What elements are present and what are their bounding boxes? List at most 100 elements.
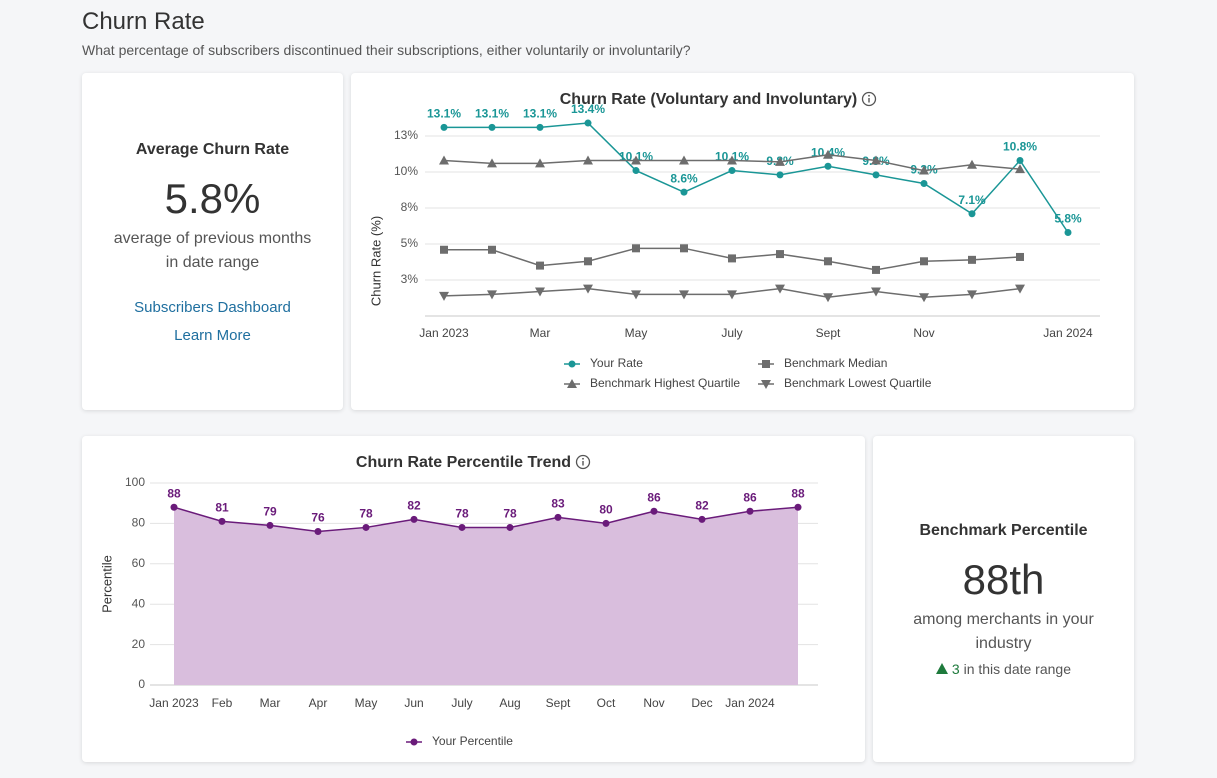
data-label: 13.1% [427, 107, 461, 121]
marker [439, 155, 449, 165]
x-tick-label: Jan 2023 [419, 326, 469, 340]
y-axis-label: Percentile [99, 555, 114, 613]
chart-card: 0 20 40 60 80 100 Percentile Jan 2023 Feb Mar Apr M… [82, 436, 865, 762]
marker [967, 290, 977, 300]
data-label: 13.4% [571, 102, 605, 116]
marker [488, 245, 496, 254]
info-icon[interactable] [575, 454, 591, 470]
marker [967, 159, 977, 169]
x-tick-label: Jan 2023 [149, 696, 199, 710]
marker [218, 517, 226, 525]
data-label: 81 [215, 501, 229, 515]
y-tick-label: 100 [125, 475, 145, 489]
legend-marker [410, 738, 418, 746]
data-label: 5.8% [1054, 212, 1082, 226]
change-row: 3 in this date range [873, 661, 1134, 677]
data-label: 76 [311, 511, 325, 525]
x-tick-label: July [451, 696, 472, 710]
data-label: 13.1% [475, 107, 509, 121]
card-caption: average of previous months in date range [113, 230, 312, 271]
x-tick-label: Nov [913, 326, 934, 340]
data-label: 79 [263, 505, 277, 519]
link[interactable]: Subscribers Dashboard [134, 299, 291, 316]
marker [775, 156, 785, 166]
legend-marker [761, 380, 771, 389]
marker [727, 290, 737, 300]
marker [584, 257, 592, 266]
y-tick-label: 0 [138, 677, 145, 691]
marker [679, 155, 689, 165]
x-tick-label: July [721, 326, 742, 340]
marker [440, 123, 448, 131]
marker [872, 171, 880, 179]
data-label: 88 [791, 486, 805, 500]
x-tick-label: Oct [597, 696, 616, 710]
y-tick-label: 13% [394, 128, 418, 142]
marker [680, 188, 688, 196]
marker [679, 290, 689, 300]
y-tick-label: 60 [132, 556, 146, 570]
data-label: 80 [599, 503, 613, 517]
marker [536, 123, 544, 131]
marker [871, 155, 881, 165]
line [444, 122, 1069, 233]
marker [535, 158, 545, 168]
marker [920, 257, 928, 266]
marker [650, 507, 658, 515]
marker [554, 513, 562, 521]
data-label: 10.8% [1003, 140, 1037, 154]
x-tick-label: Jan 2024 [1043, 326, 1093, 340]
x-tick-label: Nov [643, 696, 664, 710]
data-label: 78 [503, 507, 517, 521]
data-label: 78 [455, 507, 469, 521]
legend-label: Benchmark Highest Quartile [590, 376, 740, 390]
marker [487, 290, 497, 300]
x-tick-label: Mar [530, 326, 551, 340]
marker [1015, 284, 1025, 294]
change-text: in this date range [963, 661, 1071, 677]
data-label: 83 [551, 497, 565, 511]
big-value: 88th [962, 556, 1045, 603]
page-title: Churn Rate [82, 8, 205, 35]
legend-label: Your Rate [590, 356, 643, 370]
percentile-card: Benchmark Percentile 88th among merchant… [873, 436, 1134, 762]
y-tick-label: 3% [401, 272, 419, 286]
legend-marker [568, 360, 576, 368]
x-tick-label: May [625, 326, 648, 340]
card-title: Benchmark Percentile [919, 522, 1088, 539]
link[interactable]: Learn More [174, 327, 251, 344]
marker [266, 521, 274, 529]
y-tick-label: 5% [401, 236, 419, 250]
data-label: 82 [695, 499, 709, 513]
data-label: 82 [407, 499, 421, 513]
legend-label: Benchmark Median [784, 356, 887, 370]
marker [776, 250, 784, 259]
marker [746, 507, 754, 515]
marker [632, 244, 640, 253]
data-label: 86 [743, 490, 757, 504]
info-icon[interactable] [861, 91, 877, 107]
chart: 3% 5% 8% 10% 13% Churn Rate (%) Jan 2023 Mar May… [368, 102, 1100, 390]
x-tick-label: Jan 2024 [725, 696, 775, 710]
data-label: 8.6% [670, 171, 698, 185]
marker [440, 245, 448, 254]
card-title: Average Churn Rate [135, 141, 290, 158]
x-tick-label: May [355, 696, 378, 710]
chart-title: Churn Rate Percentile Trend [355, 454, 572, 471]
marker [823, 293, 833, 303]
marker [1016, 156, 1024, 164]
page-subtitle: What percentage of subscribers discontin… [82, 42, 691, 58]
marker [680, 244, 688, 253]
y-tick-label: 80 [132, 516, 146, 530]
chart-heading: Churn Rate (Voluntary and Involuntary) [327, 91, 1110, 109]
card-caption: among merchants in your industry [913, 611, 1094, 652]
marker [728, 254, 736, 263]
marker [631, 155, 641, 165]
marker [1016, 252, 1024, 261]
marker [1015, 164, 1025, 174]
marker [1064, 228, 1072, 236]
marker [824, 162, 832, 170]
chart-heading: Churn Rate Percentile Trend [82, 454, 865, 472]
marker [968, 255, 976, 264]
